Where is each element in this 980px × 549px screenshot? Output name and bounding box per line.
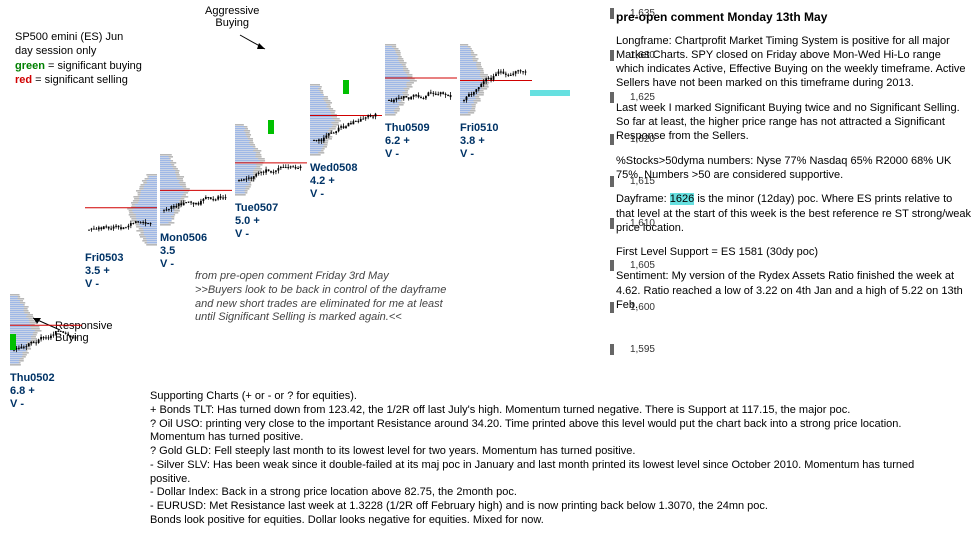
chartlet-fri0510: Fri05103.8 +V - (460, 40, 532, 132)
supporting-line: - EURUSD: Met Resistance last week at 1.… (150, 500, 950, 514)
footnote: from pre-open comment Friday 3rd May >>B… (195, 270, 446, 325)
chartlet-label: Wed05084.2 +V - (310, 162, 382, 202)
chartlet-label: Tue05075.0 +V - (235, 202, 307, 242)
legend-line4: red = significant selling (15, 73, 142, 87)
axis-tick: 1,595 (610, 344, 655, 355)
supporting-line: - Silver SLV: Has been weak since it dou… (150, 459, 950, 487)
chartlet-tue0507: Tue05075.0 +V - (235, 120, 307, 212)
chartlet-fri0503: Fri05033.5 +V - (85, 170, 157, 262)
chartlet-label: Mon05063.5V - (160, 232, 232, 272)
supporting-title: Supporting Charts (+ or - or ? for equit… (150, 390, 950, 404)
commentary-p1: Longframe: Chartprofit Market Timing Sys… (616, 34, 972, 91)
chartlet-label: Fri05033.5 +V - (85, 252, 157, 292)
chartlet-thu0502: Thu05026.8 +V - (10, 290, 82, 382)
legend-line2: day session only (15, 44, 142, 58)
commentary: pre-open comment Monday 13th May Longfra… (616, 10, 972, 322)
commentary-title: pre-open comment Monday 13th May (616, 10, 972, 26)
legend: SP500 emini (ES) Jun day session only gr… (15, 30, 142, 87)
chartlet-label: Thu05026.8 +V - (10, 372, 82, 412)
chartlet-thu0509: Thu05096.2 +V - (385, 40, 457, 132)
annot-aggressive: Aggressive Buying (205, 5, 259, 29)
supporting-line: Bonds look positive for equities. Dollar… (150, 514, 950, 528)
commentary-p2: Last week I marked Significant Buying tw… (616, 101, 972, 144)
commentary-p4: Dayframe: 1626 is the minor (12day) poc.… (616, 192, 972, 235)
legend-line1: SP500 emini (ES) Jun (15, 30, 142, 44)
supporting-line: ? Oil USO: printing very close to the im… (150, 418, 950, 446)
supporting-line: + Bonds TLT: Has turned down from 123.42… (150, 404, 950, 418)
chartlet-label: Fri05103.8 +V - (460, 122, 532, 162)
commentary-p5: First Level Support = ES 1581 (30dy poc) (616, 245, 972, 259)
axis-highlight (530, 90, 570, 96)
chartlet-mon0506: Mon05063.5V - (160, 150, 232, 242)
supporting-line: - Dollar Index: Back in a strong price l… (150, 486, 950, 500)
legend-line3: green = significant buying (15, 59, 142, 73)
arrow-icon (235, 33, 275, 53)
chartlet-wed0508: Wed05084.2 +V - (310, 80, 382, 172)
chartlet-label: Thu05096.2 +V - (385, 122, 457, 162)
supporting-block: Supporting Charts (+ or - or ? for equit… (150, 390, 950, 528)
supporting-line: ? Gold GLD: Fell steeply last month to i… (150, 445, 950, 459)
commentary-p6: Sentiment: My version of the Rydex Asset… (616, 269, 972, 312)
commentary-p3: %Stocks>50dyma numbers: Nyse 77% Nasdaq … (616, 154, 972, 183)
